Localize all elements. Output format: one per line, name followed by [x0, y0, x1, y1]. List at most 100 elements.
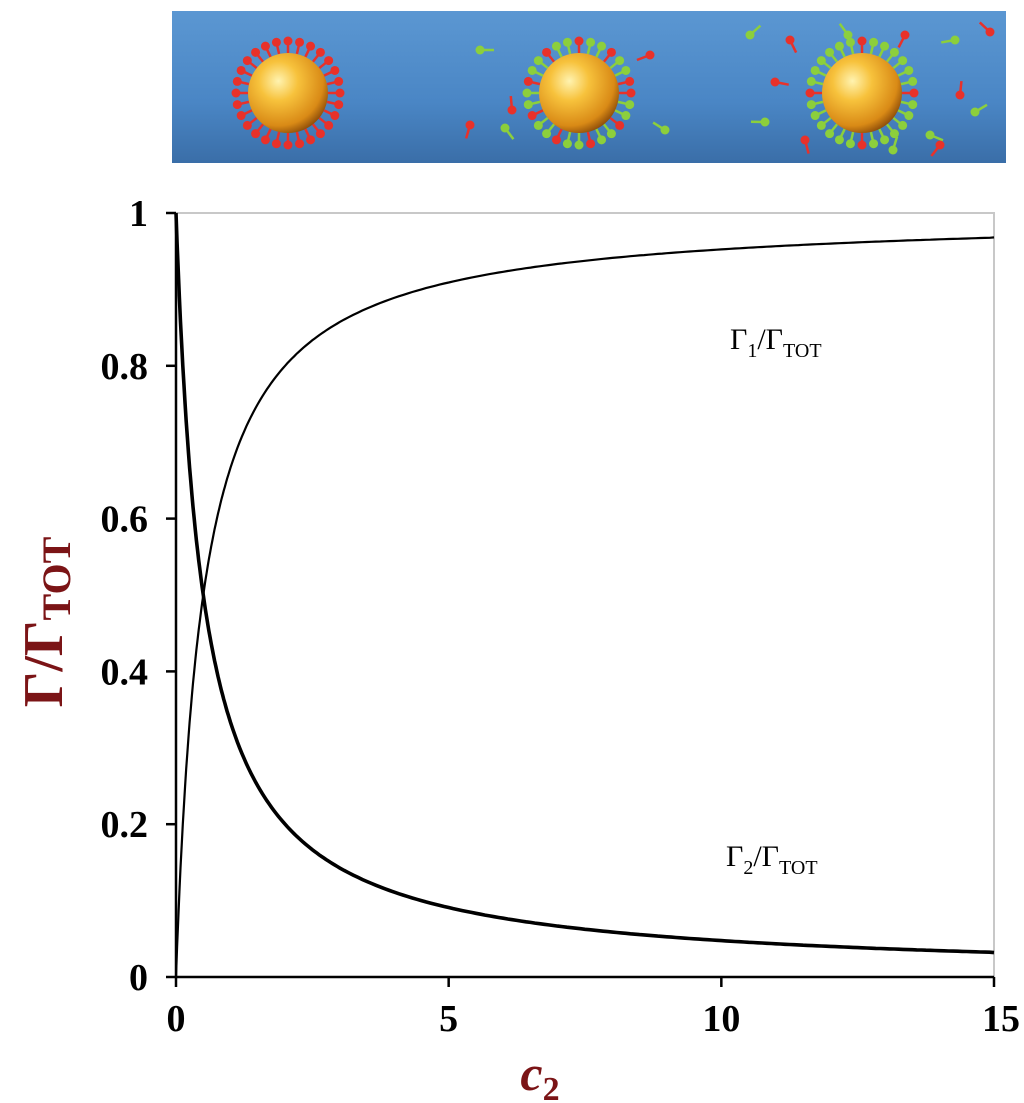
nanoparticle [539, 53, 619, 133]
surfactant-head [606, 47, 616, 57]
surfactant-head [857, 140, 867, 150]
surfactant-head [834, 135, 844, 145]
free-surfactant-head [507, 105, 517, 115]
series-1-label: Γ1/ΓTOT [730, 323, 822, 362]
free-surfactant-head [925, 130, 935, 140]
surfactant-head [283, 140, 293, 150]
particles [231, 21, 995, 157]
series [174, 212, 995, 978]
free-surfactant-head [935, 140, 945, 150]
surfactant-head [574, 36, 584, 46]
surfactant-head [869, 139, 879, 149]
y-tick-label: 0.4 [101, 651, 149, 693]
surfactant-head [236, 111, 246, 121]
y-tick-label: 0.6 [101, 499, 149, 541]
surfactant-head [810, 65, 820, 75]
surfactant-head [845, 139, 855, 149]
surfactant-head [825, 47, 835, 57]
particle-state-3 [805, 36, 919, 150]
surfactant-head [271, 139, 281, 149]
y-axis-title: Γ/ΓTOT [13, 536, 79, 707]
surfactant-head [615, 120, 625, 130]
surfactant-head [330, 111, 340, 121]
surfactant-head [324, 120, 334, 130]
free-surfactant-head [950, 35, 960, 45]
free-surfactant-head [760, 117, 770, 127]
surfactant-head [810, 111, 820, 121]
surfactant-head [551, 135, 561, 145]
surfactant-head [271, 37, 281, 47]
free-surfactant-head [985, 27, 995, 37]
x-tick-label: 10 [702, 998, 740, 1040]
surfactant-head [527, 111, 537, 121]
surfactant-head [625, 100, 635, 110]
surfactant-head [869, 37, 879, 47]
surfactant-head [242, 56, 252, 66]
surfactant-head [251, 129, 261, 139]
series-2-label: Γ2/ΓTOT [726, 840, 818, 879]
surfactant-head [324, 56, 334, 66]
surfactant-head [562, 37, 572, 47]
surfactant-head [898, 120, 908, 130]
surfactant-head [283, 36, 293, 46]
surfactant-head [533, 56, 543, 66]
x-tick-label: 15 [982, 998, 1020, 1040]
free-surfactant-head [770, 77, 780, 87]
free-surfactant-head [660, 125, 670, 135]
series-1-line [174, 236, 995, 978]
free-surfactant-head [970, 107, 980, 117]
free-surfactant-head [785, 35, 795, 45]
y-tick-label: 0.8 [101, 346, 149, 388]
surfactant-head [625, 76, 635, 86]
surfactant-head [533, 120, 543, 130]
surfactant-head [574, 140, 584, 150]
surfactant-head [597, 135, 607, 145]
surfactant-head [260, 135, 270, 145]
free-surfactant-head [645, 50, 655, 60]
surfactant-head [232, 100, 242, 110]
surfactant-head [242, 120, 252, 130]
y-tick-label: 1 [129, 193, 148, 235]
surfactant-head [904, 65, 914, 75]
ticks: 00.20.40.60.810 5 10 15 [101, 193, 1021, 1040]
surfactant-head [880, 135, 890, 145]
surfactant-head [889, 47, 899, 57]
nanoparticle [822, 53, 902, 133]
surfactant-head [306, 41, 316, 51]
surfactant-head [551, 41, 561, 51]
surfactant-head [908, 76, 918, 86]
free-surfactant-head [888, 145, 898, 155]
surfactant-head [816, 120, 826, 130]
y-tick-label: 0 [129, 957, 148, 999]
series-2-line [174, 212, 995, 955]
surfactant-head [586, 37, 596, 47]
y-tick-label: 0.2 [101, 804, 149, 846]
surfactant-head [586, 139, 596, 149]
surfactant-head [845, 37, 855, 47]
free-surfactant-head [900, 30, 910, 40]
surfactant-head [806, 76, 816, 86]
free-surfactant-head [955, 90, 965, 100]
surfactant-head [542, 129, 552, 139]
surfactant-head [334, 100, 344, 110]
surfactant-head [542, 47, 552, 57]
surfactant-head [330, 65, 340, 75]
surfactant-head [898, 56, 908, 66]
surfactant-head [621, 65, 631, 75]
surfactant-head [857, 36, 867, 46]
surfactant-head [909, 88, 919, 98]
surfactant-head [805, 88, 815, 98]
surfactant-head [231, 88, 241, 98]
surfactant-head [315, 129, 325, 139]
surfactant-head [295, 139, 305, 149]
surfactant-head [251, 47, 261, 57]
surfactant-head [880, 41, 890, 51]
surfactant-head [825, 129, 835, 139]
surfactant-head [834, 41, 844, 51]
surfactant-head [295, 37, 305, 47]
surfactant-head [260, 41, 270, 51]
surfactant-head [232, 76, 242, 86]
surfactant-head [597, 41, 607, 51]
plot: 00.20.40.60.810 5 10 15 Γ1/ΓTOT Γ2/ΓTOT [101, 193, 1021, 1040]
surfactant-head [816, 56, 826, 66]
